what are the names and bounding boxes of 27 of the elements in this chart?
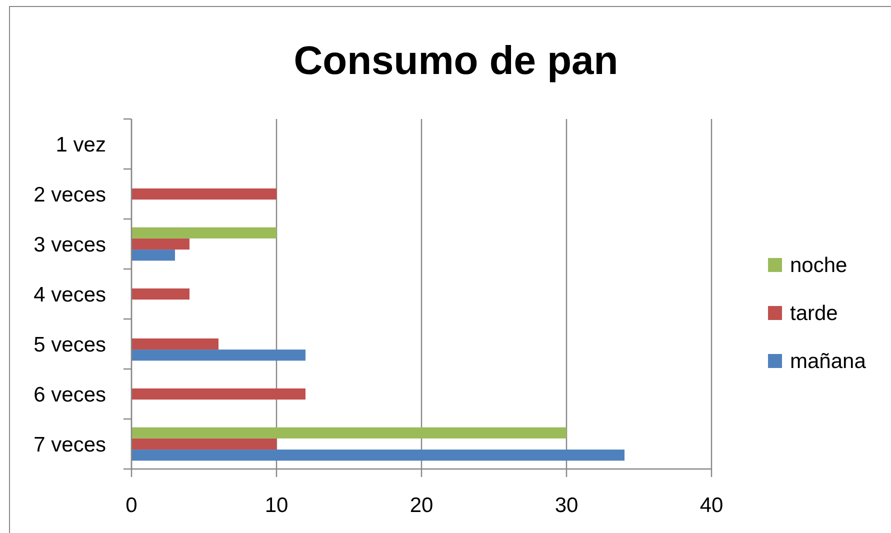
legend-label: tarde xyxy=(790,302,838,325)
bar xyxy=(132,438,276,450)
y-tick-label: 3 veces xyxy=(34,234,106,256)
bar xyxy=(132,250,175,261)
x-tick-label: 10 xyxy=(264,494,288,517)
y-tick-label: 6 veces xyxy=(34,384,106,406)
y-tick-label: 7 veces xyxy=(34,434,106,456)
x-tick-label: 40 xyxy=(700,494,724,517)
bar xyxy=(132,238,190,250)
y-tick-label: 1 vez xyxy=(56,134,106,156)
bar xyxy=(132,388,306,400)
y-tick-label: 4 veces xyxy=(34,284,106,306)
legend-label: noche xyxy=(790,254,848,277)
bar xyxy=(132,350,306,361)
x-tick-label: 20 xyxy=(410,494,434,517)
y-tick-label: 5 veces xyxy=(34,334,106,356)
x-tick-label: 0 xyxy=(126,494,138,517)
bar xyxy=(132,427,566,438)
bar xyxy=(132,227,276,238)
bar xyxy=(132,288,190,300)
bar xyxy=(132,450,624,461)
legend-label: mañana xyxy=(790,350,866,373)
x-tick-label: 30 xyxy=(554,494,578,517)
y-tick-label: 2 veces xyxy=(34,184,106,206)
bar xyxy=(132,188,276,200)
bar xyxy=(132,338,218,350)
chart-title: Consumo de pan xyxy=(294,39,618,83)
